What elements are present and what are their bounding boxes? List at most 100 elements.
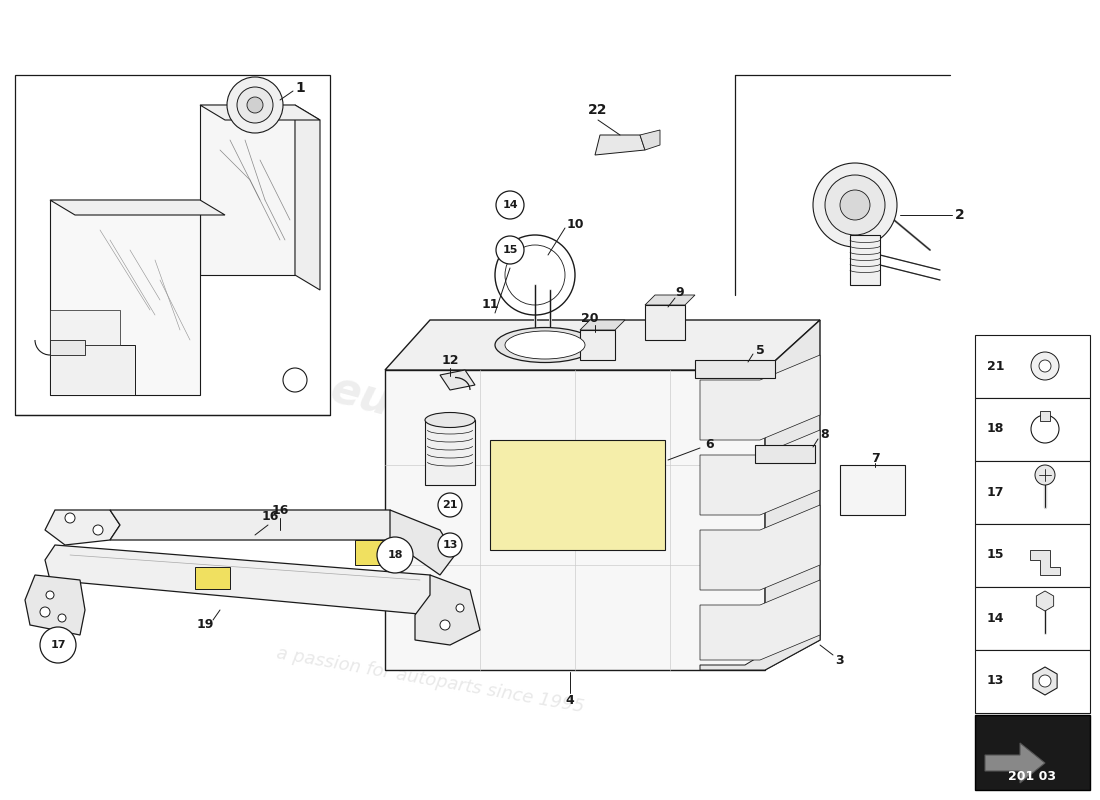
Text: europarts: europarts [326,367,574,473]
Text: 17: 17 [987,486,1004,498]
Polygon shape [50,310,120,345]
Text: 4: 4 [565,694,574,706]
Circle shape [46,591,54,599]
Polygon shape [595,135,645,155]
Bar [850,235,880,285]
Ellipse shape [505,331,585,359]
Circle shape [813,163,896,247]
Text: 15: 15 [987,549,1004,562]
Circle shape [40,607,49,617]
Polygon shape [984,743,1045,783]
Polygon shape [640,130,660,150]
Text: 21: 21 [987,359,1004,373]
Polygon shape [50,200,200,395]
Polygon shape [700,580,820,660]
Bar [975,650,1090,713]
Polygon shape [415,575,480,645]
Ellipse shape [495,327,595,362]
Polygon shape [580,320,625,330]
Circle shape [377,537,412,573]
Text: 16: 16 [272,503,288,517]
Polygon shape [295,105,320,290]
Bar [975,587,1090,650]
Polygon shape [385,370,764,670]
Bar [580,330,615,360]
Text: 22: 22 [588,103,607,117]
Bar [355,540,395,565]
Text: 9: 9 [675,286,684,298]
Text: 11: 11 [482,298,498,311]
Text: 20: 20 [581,311,598,325]
Text: 18: 18 [387,550,403,560]
Polygon shape [45,545,446,615]
Circle shape [248,97,263,113]
Text: 1: 1 [295,81,305,95]
Polygon shape [700,505,820,590]
Text: a passion for autoparts since 1995: a passion for autoparts since 1995 [275,644,585,716]
Circle shape [1040,675,1050,687]
Circle shape [1035,465,1055,485]
Text: 18: 18 [987,422,1004,435]
Circle shape [227,77,283,133]
Circle shape [438,533,462,557]
Polygon shape [110,510,400,540]
Polygon shape [50,340,85,355]
Polygon shape [390,510,455,575]
Text: 6: 6 [706,438,714,451]
Bar [1040,411,1050,421]
Text: 21: 21 [442,500,458,510]
Text: 13: 13 [442,540,458,550]
Circle shape [1040,360,1050,372]
Circle shape [456,604,464,612]
Polygon shape [1033,667,1057,695]
Polygon shape [50,200,225,215]
Circle shape [65,513,75,523]
Circle shape [840,190,870,220]
Text: 7: 7 [870,451,879,465]
Text: 14: 14 [503,200,518,210]
Bar [975,398,1090,461]
Bar [755,445,815,463]
Text: 5: 5 [756,343,764,357]
Polygon shape [45,510,120,545]
Circle shape [440,620,450,630]
Bar [425,420,475,485]
Text: 19: 19 [196,618,213,631]
Bar [975,715,1090,790]
Text: 8: 8 [821,429,829,442]
Bar [645,305,685,340]
Polygon shape [700,430,820,515]
Circle shape [40,627,76,663]
Ellipse shape [425,413,475,427]
Text: 10: 10 [566,218,584,231]
Polygon shape [764,320,820,670]
Circle shape [58,614,66,622]
Circle shape [496,191,524,219]
Bar [975,461,1090,524]
Text: 15: 15 [503,245,518,255]
Circle shape [94,525,103,535]
Text: 12: 12 [441,354,459,366]
Circle shape [236,87,273,123]
Polygon shape [50,345,135,395]
Circle shape [496,236,524,264]
Text: 201 03: 201 03 [1008,770,1056,783]
Polygon shape [200,105,295,275]
Polygon shape [200,105,320,120]
Circle shape [1031,352,1059,380]
Polygon shape [1036,591,1054,611]
Polygon shape [700,355,820,440]
Bar [15,75,330,415]
Text: 14: 14 [987,611,1004,625]
Text: 3: 3 [836,654,845,666]
Bar [975,524,1090,587]
Bar [975,335,1090,398]
Polygon shape [1030,550,1060,575]
Text: 17: 17 [51,640,66,650]
Text: 16: 16 [262,510,278,523]
Circle shape [825,175,886,235]
Circle shape [438,493,462,517]
Polygon shape [700,620,820,670]
Bar [695,360,776,378]
Bar [195,567,230,589]
